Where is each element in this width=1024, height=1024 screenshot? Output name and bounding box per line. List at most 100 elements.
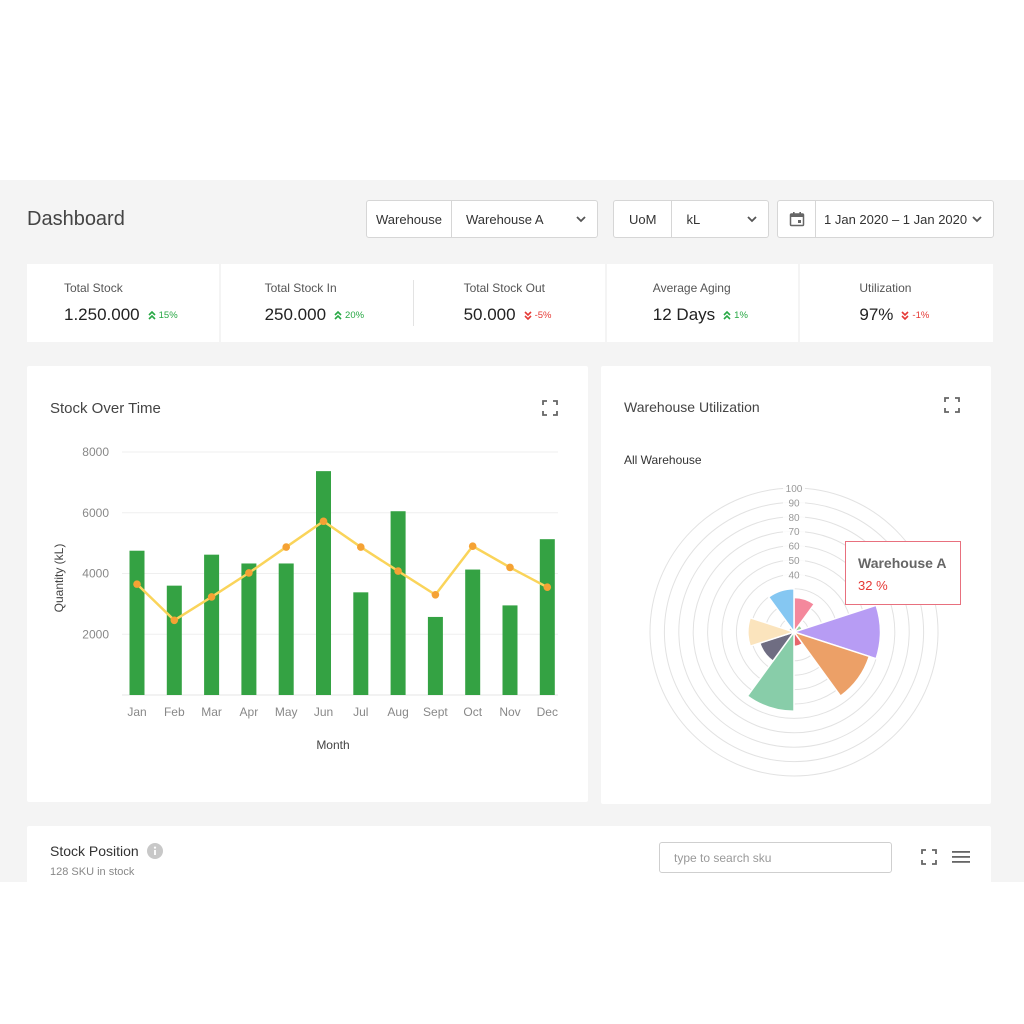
x-tick-label: Oct (463, 705, 482, 719)
trend-point-jan[interactable] (133, 580, 141, 588)
stock-over-time-card: Stock Over Time 2000 4000 6000 8000 Jan Feb Ma… (27, 366, 588, 802)
info-icon[interactable] (146, 843, 163, 859)
bar-sept[interactable] (427, 616, 443, 695)
date-range-picker[interactable]: 1 Jan 2020 – 1 Jan 2020 (777, 200, 994, 238)
trend-point-apr[interactable] (245, 569, 253, 577)
sku-search-input[interactable] (659, 842, 892, 873)
trend-point-sept[interactable] (431, 590, 440, 599)
x-tick-label: Aug (387, 705, 408, 719)
trend-point-feb[interactable] (170, 616, 179, 625)
trend-point-dec[interactable] (543, 583, 552, 591)
radial-tick-bg (783, 510, 805, 523)
bar-feb[interactable] (166, 585, 182, 695)
radial-tick-bg (783, 539, 805, 552)
bar-apr[interactable] (241, 563, 257, 695)
kpi-delta-up: 1% (723, 310, 748, 321)
expand-icon[interactable] (542, 400, 558, 416)
trend-point-may[interactable] (282, 543, 290, 551)
x-tick-label: Dec (537, 705, 558, 719)
uom-select-value-text: kL (686, 211, 701, 227)
uom-select-value[interactable]: kL (672, 201, 768, 237)
kpi-delta-text: -5% (534, 309, 552, 321)
tooltip-value: 32 % (858, 578, 888, 593)
card-title: Stock Position (50, 843, 139, 859)
kpi-bar: Total Stock 1.250.000 15% Total Stock In… (27, 264, 993, 342)
polar-slice-8[interactable] (747, 616, 797, 648)
double-chevron-down-icon (524, 310, 532, 320)
bar-mar[interactable] (204, 554, 220, 695)
bar-oct[interactable] (465, 569, 481, 695)
radial-tick-label: 50 (788, 556, 800, 567)
y-tick-label: 6000 (82, 506, 109, 520)
chart-subtitle: All Warehouse (624, 453, 702, 467)
y-tick-label: 2000 (82, 627, 109, 641)
bar-aug[interactable] (390, 511, 406, 695)
kpi-divider (412, 280, 414, 326)
polar-slice-10[interactable] (767, 588, 795, 635)
kpi-total-stock: Total Stock 1.250.000 15% (27, 264, 219, 342)
card-title: Warehouse Utilization (624, 399, 760, 415)
y-tick-label: 4000 (82, 567, 109, 581)
chevron-down-icon[interactable] (746, 213, 758, 225)
radial-tick-label: 80 (788, 513, 800, 524)
polar-slice-3[interactable] (791, 604, 882, 660)
warehouse-select[interactable]: Warehouse Warehouse A (366, 200, 598, 238)
bar-dec[interactable] (539, 539, 555, 695)
trend-point-oct[interactable] (468, 542, 477, 550)
date-range-value[interactable]: 1 Jan 2020 – 1 Jan 2020 (816, 201, 993, 237)
radial-tick-bg (783, 482, 805, 494)
bar-nov[interactable] (502, 605, 518, 695)
calendar-icon (789, 212, 804, 227)
x-tick-label: Feb (164, 705, 185, 719)
menu-icon[interactable] (952, 850, 970, 864)
kpi-label: Average Aging (652, 281, 731, 295)
warehouse-select-value[interactable]: Warehouse A (452, 201, 597, 237)
trend-point-mar[interactable] (207, 593, 216, 601)
tooltip-title: Warehouse A (858, 555, 947, 571)
radial-tick-bg (783, 568, 805, 581)
kpi-value: 1.250.000 (64, 305, 140, 324)
stock-over-time-chart: 2000 4000 6000 8000 Jan Feb Mar Apr May Jun Jul Aug… (52, 445, 558, 752)
uom-select[interactable]: UoM kL (613, 200, 769, 238)
bar-may[interactable] (278, 563, 294, 695)
bar-jan[interactable] (129, 550, 145, 695)
radial-tick-label: 40 (788, 570, 800, 581)
x-tick-label: Jan (127, 705, 146, 719)
kpi-delta-text: 1% (734, 309, 748, 321)
expand-icon[interactable] (944, 397, 960, 413)
kpi-label: Total Stock Out (463, 281, 545, 295)
x-tick-label: May (275, 705, 298, 719)
radial-tick-bg (783, 554, 805, 566)
radial-tick-label: 60 (788, 542, 800, 553)
kpi-stock-in-out: Total Stock In 250.000 20% Total Stock O… (220, 264, 605, 342)
kpi-utilization: Utilization 97% -1% (800, 264, 993, 342)
chart-tooltip: Warehouse A 32 % (845, 541, 961, 605)
x-axis-label: Month (316, 738, 349, 752)
y-axis-label: Quantity (kL) (52, 544, 66, 613)
warehouse-utilization-card: Warehouse Utilization All Warehouse 40 50… (601, 366, 991, 804)
stock-position-card: Stock Position 128 SKU in stock (27, 826, 991, 882)
card-title: Stock Over Time (50, 400, 161, 417)
trend-line (136, 519, 548, 622)
bar-jul[interactable] (353, 592, 369, 695)
kpi-value: 97% (859, 305, 894, 324)
trend-point-aug[interactable] (394, 567, 402, 575)
trend-point-nov[interactable] (506, 563, 514, 572)
trend-point-jul[interactable] (357, 543, 365, 551)
chevron-down-icon[interactable] (971, 213, 983, 225)
radial-tick-label: 100 (786, 484, 803, 495)
uom-select-label: UoM (614, 201, 673, 237)
expand-icon[interactable] (921, 849, 937, 865)
card-subtitle: 128 SKU in stock (50, 866, 135, 878)
radial-tick-label: 90 (788, 498, 800, 509)
radial-tick-label: 70 (788, 527, 800, 538)
calendar-button[interactable] (778, 201, 816, 237)
chevron-down-icon[interactable] (575, 213, 587, 225)
kpi-value: 50.000 (463, 305, 516, 324)
polar-slice-6[interactable] (746, 629, 795, 712)
polar-slice-4[interactable] (792, 630, 871, 698)
trend-point-jun[interactable] (319, 517, 328, 526)
kpi-delta-up: 15% (148, 310, 178, 321)
x-tick-label: Apr (240, 705, 259, 719)
bar-jun[interactable] (316, 471, 331, 695)
